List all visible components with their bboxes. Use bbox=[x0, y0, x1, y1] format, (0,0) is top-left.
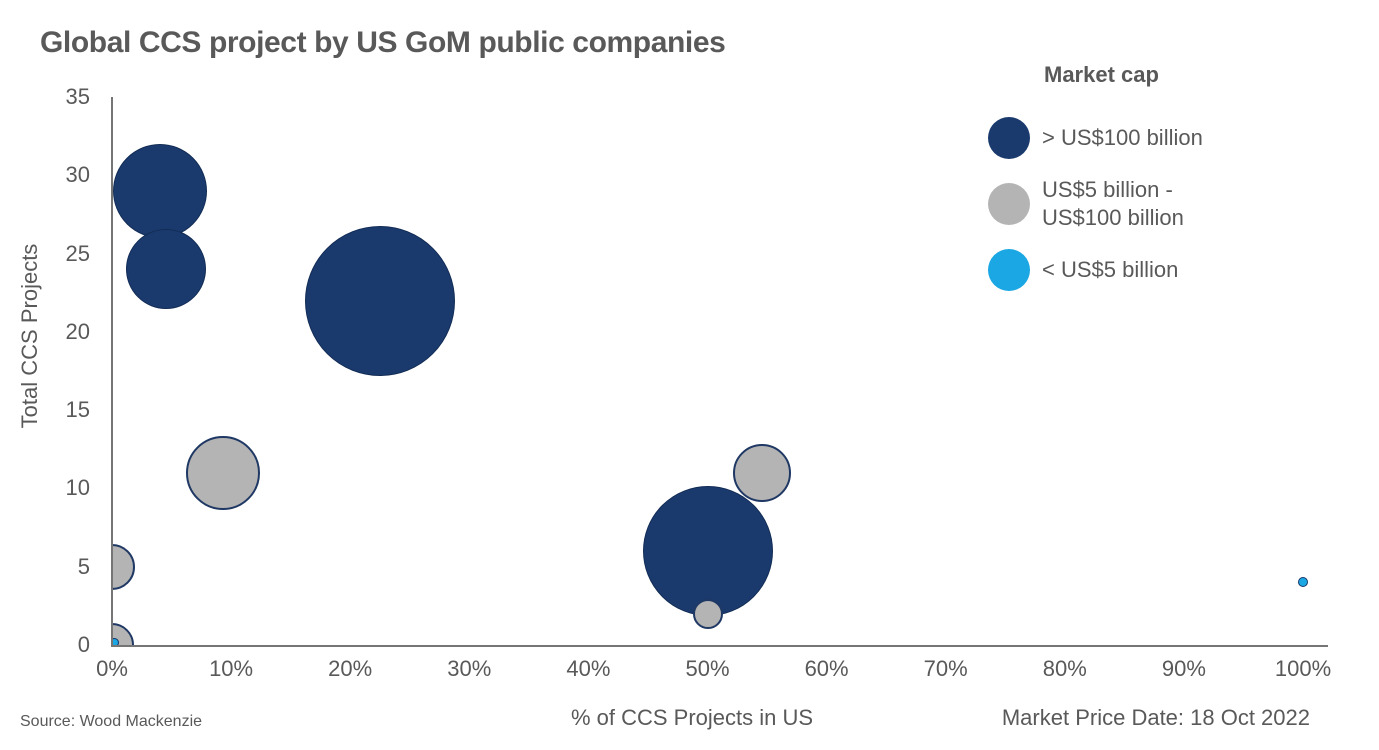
legend-swatch-icon bbox=[988, 249, 1030, 291]
y-tick-label: 15 bbox=[65, 397, 90, 423]
x-tick-label: 30% bbox=[447, 656, 492, 681]
market-price-date: Market Price Date: 18 Oct 2022 bbox=[1001, 705, 1310, 730]
y-tick-label: 35 bbox=[65, 84, 90, 109]
x-tick-label: 50% bbox=[685, 656, 730, 681]
x-tick-label: 20% bbox=[328, 656, 373, 681]
legend-item-label: > US$100 billion bbox=[1042, 125, 1203, 150]
bubble bbox=[642, 486, 773, 617]
y-tick-label: 10 bbox=[65, 475, 90, 501]
legend-item: < US$5 billion bbox=[988, 249, 1348, 291]
legend-item: US$5 billion - US$100 billion bbox=[988, 176, 1348, 232]
legend-items: > US$100 billion US$5 billion - US$100 bi… bbox=[988, 117, 1348, 291]
legend-item-label: US$5 billion - US$100 billion bbox=[1042, 177, 1184, 230]
source-note: Source: Wood Mackenzie bbox=[20, 713, 203, 730]
legend-title: Market cap bbox=[1044, 62, 1159, 87]
x-tick-label: 40% bbox=[566, 656, 611, 681]
legend-swatch-icon bbox=[988, 117, 1030, 159]
bubble bbox=[304, 225, 455, 376]
x-tick-label: 80% bbox=[1042, 656, 1087, 681]
y-tick-label: 20 bbox=[65, 318, 90, 344]
bubble bbox=[692, 598, 723, 629]
x-tick-label: 10% bbox=[209, 656, 254, 681]
x-tick-label: 90% bbox=[1161, 656, 1206, 681]
bubble bbox=[125, 229, 206, 310]
legend-item-label: < US$5 billion bbox=[1042, 257, 1179, 282]
y-tick-label: 0 bbox=[77, 632, 90, 657]
bubble bbox=[1298, 577, 1308, 588]
y-tick-label: 25 bbox=[65, 240, 90, 266]
y-tick-label: 30 bbox=[65, 162, 90, 188]
legend: Market cap > US$100 billion US$5 billion … bbox=[988, 62, 1348, 291]
bubble bbox=[112, 143, 207, 238]
legend-swatch-icon bbox=[988, 183, 1030, 225]
x-tick-label: 70% bbox=[923, 656, 968, 681]
y-tick-label: 5 bbox=[77, 553, 90, 579]
bubble bbox=[733, 443, 792, 502]
bubble bbox=[112, 543, 135, 590]
x-axis-title: % of CCS Projects in US bbox=[570, 705, 814, 730]
plot-area bbox=[112, 97, 1328, 645]
legend-item: > US$100 billion bbox=[988, 117, 1348, 159]
x-tick-label: 0% bbox=[96, 656, 128, 681]
x-tick-label: 100% bbox=[1274, 656, 1332, 681]
x-tick-label: 60% bbox=[804, 656, 849, 681]
y-axis-line bbox=[111, 97, 113, 647]
page-title: Global CCS project by US GoM public comp… bbox=[40, 26, 726, 59]
bubble bbox=[185, 435, 260, 510]
x-axis-line bbox=[111, 645, 1328, 647]
bubble bbox=[112, 638, 119, 645]
